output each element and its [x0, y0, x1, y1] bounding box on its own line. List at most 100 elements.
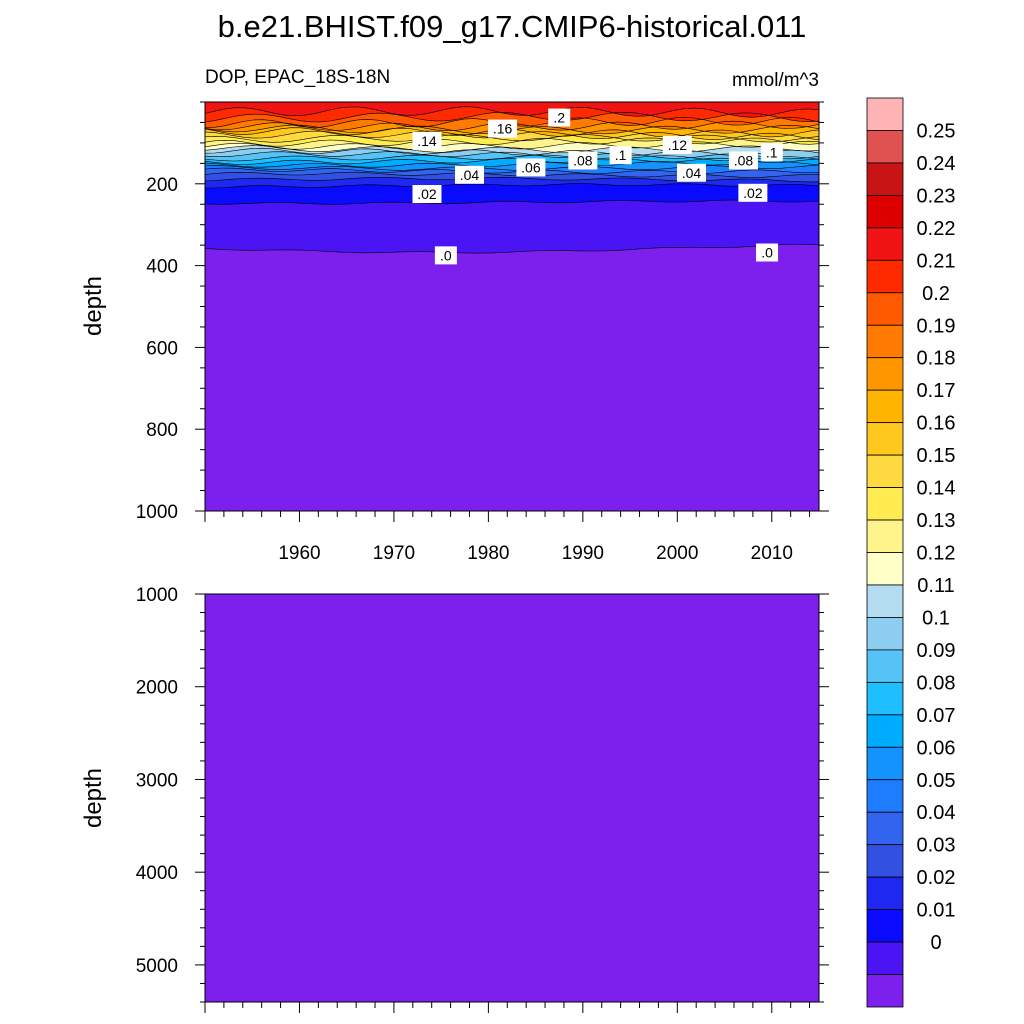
- contour-band-23: [205, 102, 819, 118]
- colorbar-swatch: [866, 941, 904, 975]
- contour-label-box: [756, 243, 779, 262]
- upper-axes: 1960 1970 1980 1990 2000 2010 200 400 600 800 1000: [136, 101, 829, 564]
- contour-label-box: [760, 143, 783, 162]
- variable-region-label: DOP, EPAC_18S-18N: [205, 67, 390, 88]
- colorbar-label: 0.21: [917, 250, 956, 272]
- contour-label: .0: [761, 245, 773, 261]
- y-tick-label: 2000: [136, 678, 178, 699]
- colorbar-label: 0.02: [917, 867, 956, 889]
- units-label: mmol/m^3: [732, 70, 819, 91]
- contour-label-box: [676, 163, 706, 182]
- contour-label-box: [434, 246, 457, 265]
- contour-line-0.22: [205, 106, 819, 118]
- contour-label: .04: [682, 165, 702, 181]
- contour-line-0.14: [205, 137, 819, 147]
- colorbar-label: 0.06: [917, 737, 956, 759]
- colorbar-label: 0.03: [917, 835, 956, 857]
- contour-label: .14: [417, 133, 437, 149]
- y-tick-label: 1000: [136, 585, 178, 606]
- contour-line-0.03: [205, 176, 819, 183]
- colorbar-swatch: [866, 649, 904, 683]
- contour-line-0.06: [205, 164, 819, 171]
- colorbar-swatch: [866, 909, 904, 943]
- colorbar-label: 0.01: [917, 900, 956, 922]
- colorbar-swatch: [866, 97, 904, 131]
- lower-contour-fills: [205, 594, 819, 1002]
- lower-y-axis-label: depth: [80, 768, 107, 828]
- contour-label-box: [488, 119, 518, 138]
- contour-label: .04: [460, 167, 480, 183]
- lower-fill: [205, 594, 819, 1002]
- colorbar: 0.25 0.24 0.23 0.22 0.21 0.2 0.19 0.18 0.17 0.16 0…: [866, 97, 956, 1008]
- contour-line-0.05: [205, 167, 819, 174]
- colorbar-label: 0.14: [917, 478, 956, 500]
- colorbar-swatch: [866, 162, 904, 196]
- y-tick-label: 1000: [136, 502, 178, 523]
- colorbar-label: 0.07: [917, 705, 956, 727]
- colorbar-swatch: [866, 227, 904, 261]
- colorbar-swatch: [866, 324, 904, 359]
- colorbar-label: 0.16: [917, 413, 956, 435]
- colorbar-label: 0: [930, 932, 941, 954]
- colorbar-swatch: [866, 259, 904, 294]
- contour-label: .1: [766, 144, 778, 160]
- contour-label-box: [548, 108, 571, 127]
- contour-label: .2: [553, 110, 565, 126]
- y-tick-label: 4000: [136, 863, 178, 884]
- lower-axes: 1000 2000 3000 4000 5000: [136, 585, 829, 1013]
- y-tick-label: 5000: [136, 956, 178, 977]
- colorbar-label: 0.19: [917, 315, 956, 337]
- x-tick-label: 1970: [373, 543, 415, 564]
- colorbar-swatch: [866, 714, 904, 748]
- x-tick-label: 1980: [467, 543, 509, 564]
- contour-label-box: [412, 131, 442, 150]
- x-tick-label: 2010: [751, 543, 793, 564]
- contour-line-0.09: [205, 154, 819, 162]
- colorbar-label: 0.04: [917, 802, 956, 824]
- colorbar-label: 0.11: [917, 575, 954, 597]
- colorbar-label: 0.05: [917, 770, 956, 792]
- contour-label: .02: [417, 186, 437, 202]
- y-tick-label: 400: [146, 257, 178, 278]
- contour-line-0.04: [205, 171, 819, 178]
- colorbar-swatch: [866, 974, 904, 1008]
- contour-label: .08: [734, 152, 754, 168]
- y-tick-label: 3000: [136, 770, 178, 791]
- colorbar-label: 0.24: [917, 153, 956, 175]
- contour-label: .06: [521, 159, 541, 175]
- contour-label: .02: [743, 185, 763, 201]
- contour-label: .08: [573, 152, 593, 168]
- colorbar-swatch: [866, 389, 904, 424]
- colorbar-swatch: [866, 876, 904, 911]
- contour-line-0.13: [205, 140, 819, 150]
- contour-label: .12: [668, 137, 688, 153]
- contour-line-0.02: [205, 183, 819, 189]
- contour-line-0.1: [205, 151, 819, 160]
- contour-label-box: [609, 146, 632, 165]
- chart-title: b.e21.BHIST.f09_g17.CMIP6-historical.011: [218, 9, 807, 44]
- colorbar-swatch: [866, 487, 904, 521]
- contour-line-0: [205, 244, 819, 254]
- contour-label: .1: [615, 147, 627, 163]
- colorbar-label: 0.22: [917, 218, 956, 240]
- contour-label-box: [454, 165, 484, 184]
- colorbar-label: 0.13: [917, 510, 956, 532]
- upper-contour-fills: [205, 102, 819, 511]
- contour-label-box: [728, 151, 758, 170]
- contour-line-0.12: [205, 145, 819, 153]
- colorbar-swatch: [866, 779, 904, 813]
- contour-line-0.08: [205, 157, 819, 165]
- colorbar-label: 0.09: [917, 640, 956, 662]
- contour-label: .16: [493, 121, 513, 137]
- colorbar-label: 0.15: [917, 445, 956, 467]
- contour-label-box: [738, 183, 768, 202]
- colorbar-swatch: [866, 422, 904, 456]
- colorbar-label: 0.18: [917, 348, 956, 370]
- colorbar-swatch: [866, 292, 904, 326]
- y-tick-label: 600: [146, 338, 178, 359]
- contour-label: .0: [440, 247, 452, 263]
- contour-label-box: [516, 158, 546, 177]
- y-tick-label: 800: [146, 420, 178, 441]
- colorbar-swatch: [866, 617, 904, 651]
- colorbar-label: 0.23: [917, 185, 956, 207]
